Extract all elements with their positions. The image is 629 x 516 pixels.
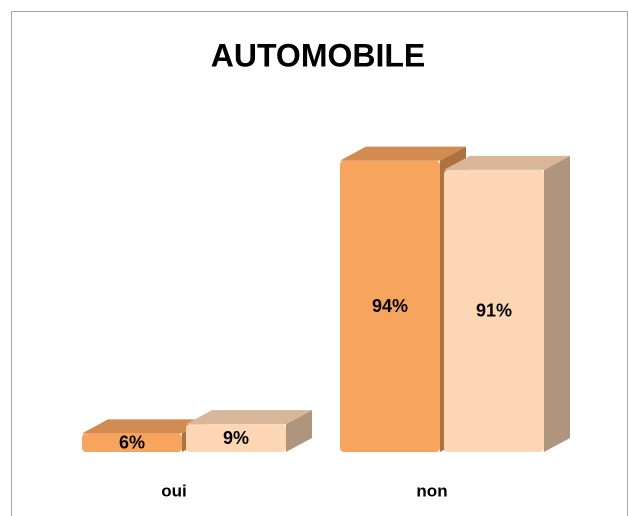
bar-top: [186, 410, 312, 425]
bar-top: [82, 419, 208, 434]
bar: [186, 410, 312, 452]
bar-top: [444, 155, 570, 170]
bar-front: [186, 424, 286, 452]
value-label: 9%: [223, 428, 249, 448]
bar-front: [82, 433, 182, 452]
bar-top-shade: [340, 146, 466, 161]
bar-side-shade: [544, 155, 570, 452]
value-label: 6%: [119, 432, 145, 452]
bar: [82, 419, 208, 452]
bar-top-shade: [82, 419, 208, 434]
bar-top: [340, 146, 466, 161]
bar-top-shade: [444, 155, 570, 170]
x-tick-label: non: [416, 481, 447, 500]
bar-top-shade: [186, 410, 312, 425]
bar-side-shade: [286, 410, 312, 452]
chart-title: AUTOMOBILE: [211, 37, 426, 73]
bar-side: [544, 155, 570, 452]
bar-front: [444, 169, 544, 452]
bar-side: [286, 410, 312, 452]
bar: [444, 155, 570, 452]
value-label: 94%: [372, 296, 408, 316]
x-tick-label: oui: [161, 481, 187, 500]
value-label: 91%: [476, 301, 512, 321]
bar-front: [340, 160, 440, 452]
